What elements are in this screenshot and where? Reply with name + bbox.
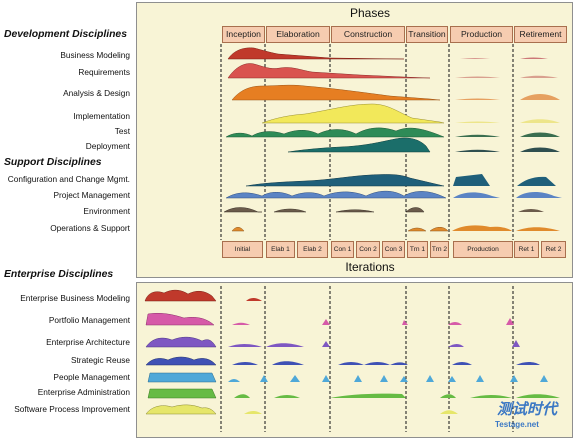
label-people-management: People Management [53,372,130,382]
group-support: Support Disciplines [4,157,102,168]
phase-inception: Inception [222,26,265,43]
label-portfolio-management: Portfolio Management [48,315,130,325]
hump-strategic-reuse [145,356,217,366]
iteration-elab-2: Elab 2 [297,241,328,258]
hump-ent-administration-b [234,393,560,398]
phase-elaboration: Elaboration [266,26,330,43]
hump-portfolio-marks [232,318,514,325]
hump-requirements-late [455,75,558,78]
iterations-title: Iterations [345,260,395,274]
hump-test [225,127,445,138]
phases-title: Phases [349,6,391,20]
hump-people-mgmt-b [228,375,548,382]
group-development: Development Disciplines [4,29,127,40]
hump-project-mgmt-prod [453,192,500,198]
label-implementation: Implementation [73,111,130,121]
hump-requirements [227,63,431,79]
iteration-con-2: Con 2 [356,241,380,258]
hump-deployment [287,137,431,153]
iteration-con-3: Con 3 [382,241,405,258]
hump-operations-prod [452,225,512,231]
label-spi: Software Process Improvement [14,404,130,414]
hump-ent-architecture [145,336,217,348]
hump-test-late [455,132,560,137]
iteration-trn-2: Trn 2 [430,241,449,258]
hump-operations-ret [516,227,560,231]
hump-spi-b [244,410,458,414]
hump-business-modeling [227,47,405,60]
hump-config-change-prod [453,174,490,186]
label-ent-architecture: Enterprise Architecture [46,337,130,347]
hump-deployment-late [455,147,560,152]
label-analysis-design: Analysis & Design [63,88,130,98]
hump-ent-business-modeling [144,289,217,302]
label-requirements: Requirements [78,67,130,77]
label-project-management: Project Management [53,190,130,200]
hump-environment [223,207,425,213]
hump-operations [231,227,449,232]
iteration-trn-1: Trn 1 [407,241,428,258]
hump-config-change-ret [517,176,556,186]
iteration-ret-2: Ret 2 [541,241,566,258]
hump-ent-administration [147,388,217,399]
hump-environment-late [518,209,544,212]
label-ent-business-modeling: Enterprise Business Modeling [20,293,130,303]
iteration-initial: Initial [222,241,263,258]
label-ent-administration: Enterprise Administration [37,387,130,397]
hump-people-mgmt [147,372,217,383]
phase-boundaries [220,44,514,432]
hump-analysis-design-late [455,94,560,100]
hump-implementation [261,103,445,124]
hump-portfolio [145,312,215,326]
iteration-production: Production [453,241,513,258]
hump-project-mgmt-ret [516,192,562,198]
group-enterprise: Enterprise Disciplines [4,269,114,280]
phase-transition: Transition [406,26,448,43]
watermark-logo: 测试时代 Testage.net [491,398,573,438]
iteration-ret-1: Ret 1 [514,241,539,258]
hump-ent-business-modeling-b [246,298,262,301]
hump-spi [145,404,217,415]
label-strategic-reuse: Strategic Reuse [70,355,130,365]
hump-config-change [245,174,445,187]
phase-production: Production [450,26,513,43]
label-operations-support: Operations & Support [50,223,130,233]
hump-analysis-design [231,84,441,101]
iteration-elab-1: Elab 1 [266,241,295,258]
label-environment: Environment [83,206,130,216]
label-business-modeling: Business Modeling [60,50,130,60]
watermark-line2: Testage.net [495,420,539,429]
phase-construction: Construction [331,26,405,43]
hump-project-mgmt [225,190,447,199]
phase-retirement: Retirement [514,26,567,43]
label-deployment: Deployment [85,141,130,151]
label-config-change: Configuration and Change Mgmt. [7,174,130,184]
label-test: Test [114,126,130,136]
phases-panel [136,2,573,278]
hump-ent-architecture-b [228,340,520,347]
hump-business-modeling-late [460,57,548,59]
watermark-line1: 测试时代 [497,401,558,418]
hump-strategic-reuse-b [232,361,540,365]
hump-implementation-late [455,119,560,123]
iteration-con-1: Con 1 [331,241,354,258]
